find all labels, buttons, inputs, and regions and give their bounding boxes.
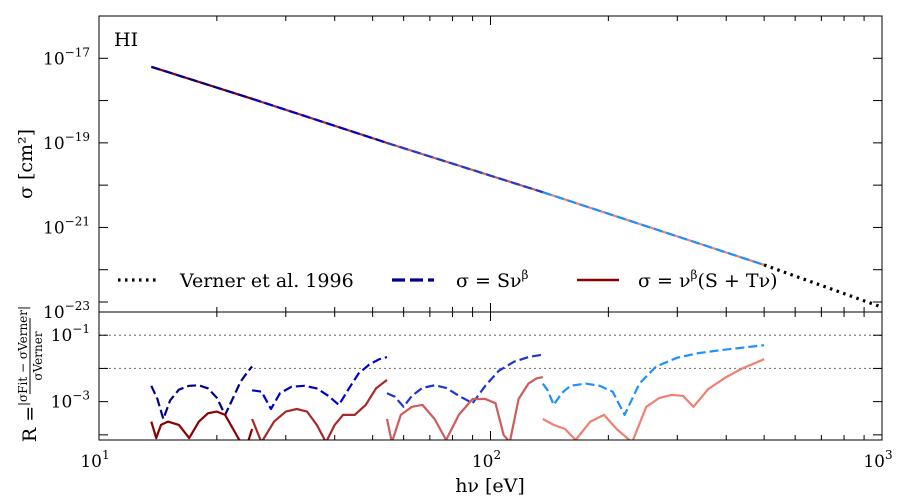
residual-series-4 — [541, 344, 765, 416]
top-panel-frame — [98, 15, 883, 313]
top-y-tick-label: 10−19 — [43, 130, 90, 154]
residual-y-label-numerator: |σFit − σVerner| — [16, 306, 30, 406]
residual-series-6 — [251, 379, 388, 440]
top-y-axis-label: σ [cm²] — [15, 129, 37, 199]
top-solid-series-4 — [542, 191, 765, 266]
residual-y-label-prefix: R = — [19, 406, 41, 442]
x-axis-label: hν [eV] — [455, 475, 525, 497]
residual-series-5 — [150, 410, 254, 440]
top-dashed-series-2 — [251, 97, 388, 144]
top-panel-series — [150, 65, 882, 309]
legend-label-verner: Verner et al. 1996 — [179, 270, 354, 292]
x-tick-label: 101 — [80, 448, 109, 472]
residual-series-7 — [385, 376, 544, 440]
top-y-tick-label: 10−17 — [43, 45, 90, 69]
residual-threshold-lines — [99, 334, 882, 370]
top-dashed-series-3 — [386, 141, 544, 194]
residual-panel-frame — [98, 311, 883, 441]
top-y-tick-label: 10−21 — [43, 214, 90, 238]
top-reference-series-1 — [763, 263, 882, 309]
legend-label-modified-power-law: σ = νβ(S + Tν) — [638, 268, 778, 292]
residual-y-label-denominator: σVerner — [31, 331, 45, 380]
panel-annotation: HI — [114, 29, 138, 51]
residual-series-8 — [542, 358, 765, 440]
top-y-tick-label: 10−23 — [43, 299, 90, 323]
legend-label-power-law: σ = Sνβ — [456, 268, 529, 292]
residual-series-1 — [150, 365, 253, 421]
residual-series-3 — [386, 353, 543, 408]
axis-ticks — [98, 15, 883, 440]
residual-y-tick-label: 10−1 — [51, 322, 90, 346]
x-tick-label: 102 — [472, 448, 501, 472]
x-tick-label: 103 — [863, 448, 892, 472]
residual-y-tick-label: 10−3 — [51, 389, 90, 413]
top-dashed-series-1 — [150, 65, 253, 100]
residual-panel-series — [150, 344, 765, 440]
residual-y-axis-label: R = |σFit − σVerner| σVerner — [16, 306, 45, 442]
residual-series-2 — [251, 356, 388, 411]
legend: Verner et al. 1996 σ = Sνβ σ = νβ(S + Tν… — [118, 268, 778, 292]
